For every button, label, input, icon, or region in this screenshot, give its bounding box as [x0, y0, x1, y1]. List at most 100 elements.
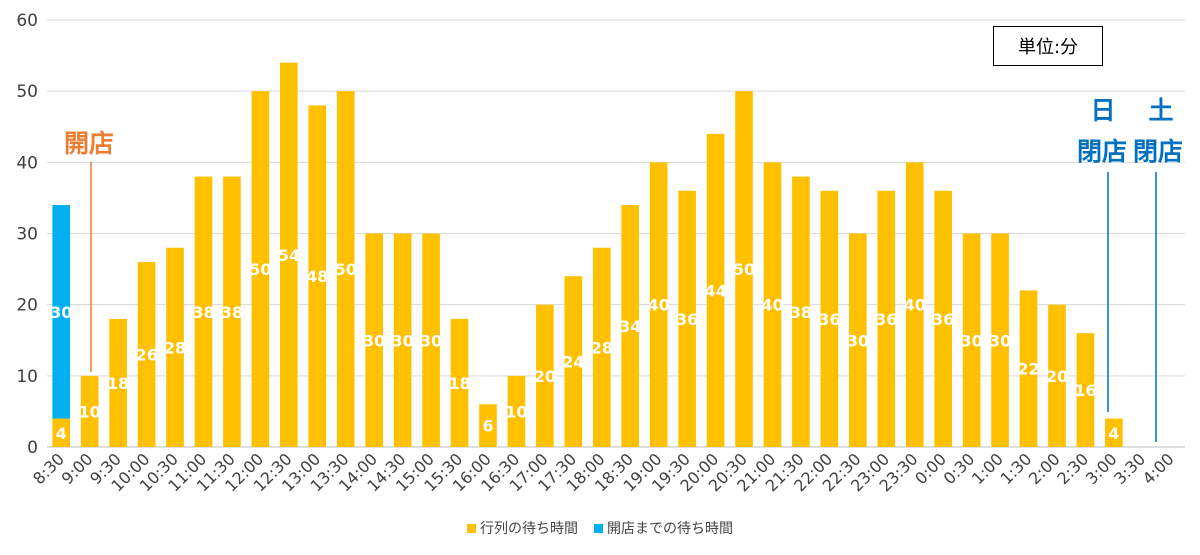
- bar-queue: [1076, 333, 1095, 447]
- y-tick-label: 40: [16, 153, 38, 173]
- legend-swatch-preopen: [594, 523, 603, 533]
- data-label: 30: [50, 303, 72, 322]
- x-tick-label: 0:00: [911, 449, 950, 488]
- bar-queue: [849, 233, 867, 447]
- x-tick-label: 4:00: [1139, 449, 1178, 488]
- data-label: 50: [335, 260, 357, 279]
- legend-label-preopen: 開店までの待ち時間: [607, 521, 733, 537]
- data-label: 30: [847, 331, 869, 350]
- data-label: 24: [562, 353, 584, 372]
- bar-queue: [592, 247, 611, 447]
- bar-queue: [479, 404, 497, 447]
- gridlines: [47, 19, 1185, 448]
- data-labels: 4 30 10 18 26 28 38 38 50 54 48 50 30 30 30 18 6 10 20 24 28…: [50, 246, 1119, 443]
- bar-queue: [621, 205, 640, 447]
- bar-queue: [905, 162, 924, 448]
- bar-queue: [991, 233, 1009, 447]
- open-label: 開店: [64, 129, 114, 158]
- bar-queue: [166, 247, 184, 447]
- y-axis-ticks: 0 10 20 30 40 50 60: [16, 11, 38, 458]
- data-label: 22: [1017, 360, 1039, 379]
- x-tick-label: 0:30: [940, 449, 979, 488]
- x-tick-label: 1:30: [997, 449, 1036, 488]
- data-label: 38: [221, 303, 243, 322]
- bar-queue: [52, 418, 71, 447]
- x-tick-label: 2:30: [1053, 449, 1092, 488]
- data-label: 30: [363, 331, 385, 350]
- saturday-day-label: 土: [1148, 96, 1173, 125]
- bar-queue: [934, 190, 952, 448]
- bar-queue: [763, 162, 782, 448]
- data-label: 16: [1074, 381, 1096, 400]
- bar-queue: [137, 261, 156, 447]
- data-label: 30: [391, 331, 413, 350]
- data-label: 28: [591, 338, 613, 357]
- bar-queue: [80, 375, 99, 447]
- data-label: 18: [107, 374, 129, 393]
- data-label: 10: [505, 402, 527, 421]
- data-label: 30: [960, 331, 982, 350]
- x-tick-label: 3:30: [1110, 449, 1149, 488]
- bar-queue: [336, 91, 355, 448]
- x-tick-label: 3:00: [1082, 449, 1121, 488]
- data-label: 4: [56, 424, 67, 443]
- data-label: 36: [932, 310, 954, 329]
- legend-item-queue: 行列の待ち時間: [467, 518, 578, 538]
- bar-queue: [251, 91, 270, 448]
- data-label: 28: [164, 338, 186, 357]
- data-label: 40: [904, 296, 926, 315]
- data-label: 54: [278, 246, 300, 265]
- bar-queue: [678, 190, 696, 448]
- y-tick-label: 20: [16, 296, 38, 316]
- data-label: 30: [420, 331, 442, 350]
- saturday-close-label: 閉店: [1133, 137, 1183, 166]
- bar-queue: [507, 375, 526, 447]
- bar-queue: [706, 133, 725, 447]
- bar-queue: [280, 62, 298, 447]
- y-tick-label: 10: [16, 367, 38, 387]
- bar-queue: [450, 318, 469, 447]
- bars: [52, 62, 1123, 448]
- data-label: 50: [249, 260, 271, 279]
- data-label: 26: [135, 345, 157, 364]
- data-label: 48: [306, 267, 328, 286]
- bar-queue: [877, 190, 896, 448]
- x-tick-label: 9:00: [58, 449, 97, 488]
- bar-queue: [1019, 290, 1038, 447]
- bar-queue: [1105, 418, 1123, 447]
- legend: 行列の待ち時間 開店までの待ち時間: [0, 518, 1200, 538]
- data-label: 6: [482, 417, 493, 436]
- data-label: 20: [1046, 367, 1068, 386]
- y-tick-label: 30: [16, 225, 38, 245]
- data-label: 30: [989, 331, 1011, 350]
- y-tick-label: 0: [27, 438, 38, 458]
- data-label: 40: [761, 296, 783, 315]
- data-label: 18: [448, 374, 470, 393]
- legend-swatch-queue: [467, 523, 476, 533]
- bar-queue: [564, 276, 583, 447]
- bar-queue: [962, 233, 981, 447]
- data-label: 10: [79, 402, 101, 421]
- data-label: 38: [790, 303, 812, 322]
- x-tick-label: 2:00: [1025, 449, 1064, 488]
- bar-queue: [1048, 304, 1066, 447]
- data-label: 50: [733, 260, 755, 279]
- data-label: 36: [875, 310, 897, 329]
- data-label: 4: [1108, 424, 1119, 443]
- sunday-close-label: 閉店: [1077, 137, 1127, 166]
- bar-queue: [649, 162, 668, 448]
- legend-label-queue: 行列の待ち時間: [480, 521, 578, 537]
- bar-queue: [393, 233, 412, 447]
- data-label: 44: [704, 281, 726, 300]
- bar-queue: [308, 105, 327, 448]
- bar-queue: [735, 91, 753, 448]
- y-tick-label: 60: [16, 11, 38, 31]
- annotations: 開店 日 土 閉店 閉店: [64, 96, 1183, 442]
- y-tick-label: 50: [16, 82, 38, 102]
- data-label: 34: [619, 317, 641, 336]
- x-tick-label: 1:00: [968, 449, 1007, 488]
- data-label: 38: [192, 303, 214, 322]
- bar-queue: [536, 304, 554, 447]
- unit-label: 単位:分: [993, 26, 1103, 66]
